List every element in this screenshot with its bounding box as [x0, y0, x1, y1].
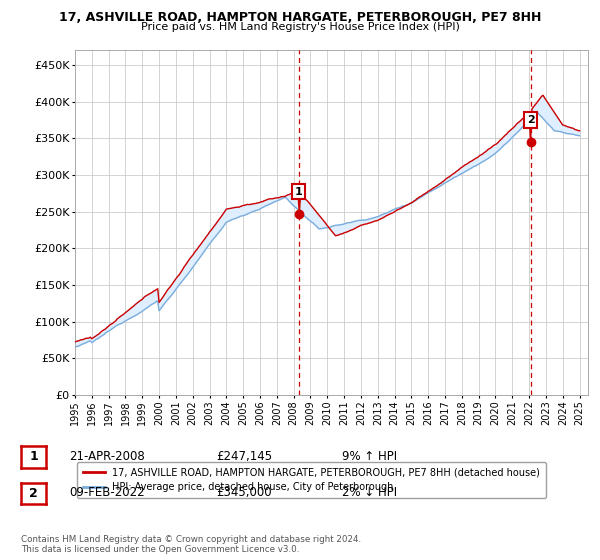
Text: £247,145: £247,145 — [216, 450, 272, 463]
Text: Price paid vs. HM Land Registry's House Price Index (HPI): Price paid vs. HM Land Registry's House … — [140, 22, 460, 32]
Text: 9% ↑ HPI: 9% ↑ HPI — [342, 450, 397, 463]
Text: 2: 2 — [29, 487, 38, 500]
Text: 1: 1 — [295, 186, 302, 197]
Text: 1: 1 — [29, 450, 38, 464]
Legend: 17, ASHVILLE ROAD, HAMPTON HARGATE, PETERBOROUGH, PE7 8HH (detached house), HPI:: 17, ASHVILLE ROAD, HAMPTON HARGATE, PETE… — [77, 461, 546, 498]
Text: 17, ASHVILLE ROAD, HAMPTON HARGATE, PETERBOROUGH, PE7 8HH: 17, ASHVILLE ROAD, HAMPTON HARGATE, PETE… — [59, 11, 541, 24]
Text: Contains HM Land Registry data © Crown copyright and database right 2024.
This d: Contains HM Land Registry data © Crown c… — [21, 535, 361, 554]
Text: 2: 2 — [527, 115, 535, 125]
Text: 21-APR-2008: 21-APR-2008 — [69, 450, 145, 463]
Text: 09-FEB-2022: 09-FEB-2022 — [69, 486, 145, 500]
Text: 2% ↓ HPI: 2% ↓ HPI — [342, 486, 397, 500]
Text: £345,000: £345,000 — [216, 486, 272, 500]
